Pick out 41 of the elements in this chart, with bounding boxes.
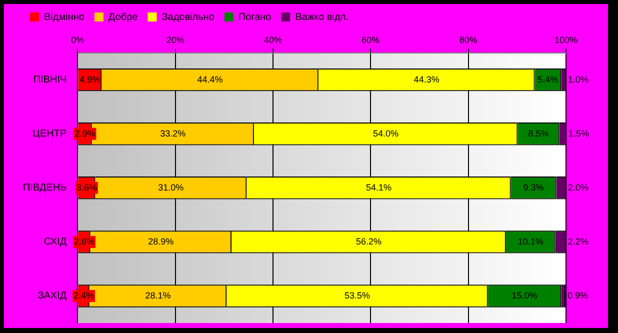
data-label: 56.2%	[356, 236, 382, 246]
data-label: 2.9%	[74, 128, 96, 138]
x-tick-label: 40%	[264, 34, 282, 45]
y-tick-label: СХІД	[44, 236, 67, 248]
data-label: 8.5%	[528, 128, 549, 138]
data-label: 10.1%	[518, 236, 544, 246]
data-label: 9.3%	[523, 182, 544, 192]
y-tick-label: ЗАХІД	[38, 290, 67, 302]
x-tick-label: 20%	[166, 34, 184, 45]
x-tick-label: 0%	[71, 34, 84, 45]
data-label: 28.1%	[145, 290, 171, 300]
legend-label: Задовільно	[162, 12, 215, 23]
y-tick-label: ЦЕНТР	[32, 128, 67, 140]
legend-label: Добре	[108, 12, 138, 23]
x-tick-label: 60%	[362, 34, 380, 45]
data-label: 15.0%	[512, 290, 538, 300]
data-label: 3.6%	[76, 182, 97, 192]
data-label: 31.0%	[158, 182, 184, 192]
data-label: 28.9%	[148, 236, 174, 246]
data-label: 44.4%	[197, 74, 223, 84]
data-label: 33.2%	[160, 128, 186, 138]
data-label: 44.3%	[414, 74, 440, 84]
data-label: 2.4%	[73, 290, 94, 300]
legend-label: Погано	[238, 12, 272, 23]
data-label: 2.2%	[568, 236, 589, 246]
legend-label: Важко відп.	[295, 12, 349, 23]
data-label: 5.4%	[538, 74, 558, 84]
data-label: 1.0%	[568, 74, 589, 84]
x-tick-label: 100%	[554, 34, 578, 45]
legend-label: Відмінно	[44, 12, 85, 23]
data-label: 2.0%	[568, 182, 589, 192]
y-tick-label: ПІВНІЧ	[33, 74, 67, 86]
data-label: 54.1%	[366, 182, 392, 192]
data-label: 2.6%	[74, 236, 94, 246]
x-tick-label: 80%	[459, 34, 478, 45]
y-tick-label: ПІВДЕНЬ	[22, 182, 68, 194]
data-label: 0.9%	[568, 290, 588, 300]
data-label: 1.5%	[568, 128, 590, 138]
data-label: 4.9%	[80, 74, 100, 84]
data-label: 54.0%	[373, 128, 399, 138]
data-label: 53.5%	[344, 290, 370, 300]
